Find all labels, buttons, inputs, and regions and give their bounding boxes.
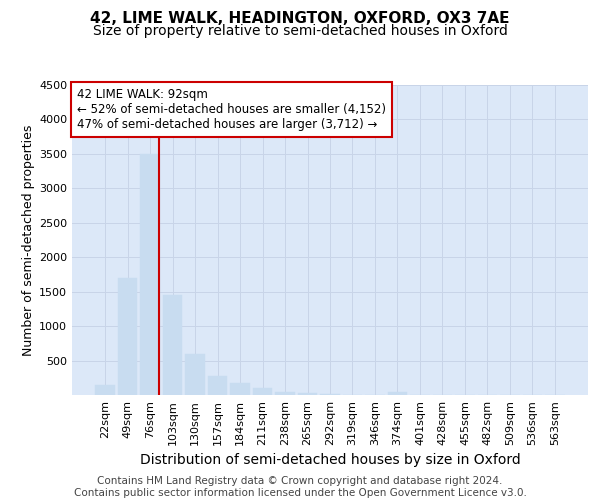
Bar xyxy=(253,388,272,395)
Text: 42 LIME WALK: 92sqm
← 52% of semi-detached houses are smaller (4,152)
47% of sem: 42 LIME WALK: 92sqm ← 52% of semi-detach… xyxy=(77,88,386,131)
Bar xyxy=(230,384,250,395)
Bar xyxy=(298,393,317,395)
Bar xyxy=(118,278,137,395)
Text: Size of property relative to semi-detached houses in Oxford: Size of property relative to semi-detach… xyxy=(92,24,508,38)
Y-axis label: Number of semi-detached properties: Number of semi-detached properties xyxy=(22,124,35,356)
Bar xyxy=(95,384,115,395)
Bar xyxy=(320,394,340,395)
Text: 42, LIME WALK, HEADINGTON, OXFORD, OX3 7AE: 42, LIME WALK, HEADINGTON, OXFORD, OX3 7… xyxy=(90,11,510,26)
Bar xyxy=(140,154,160,395)
Bar xyxy=(388,392,407,395)
Text: Contains HM Land Registry data © Crown copyright and database right 2024.
Contai: Contains HM Land Registry data © Crown c… xyxy=(74,476,526,498)
Bar xyxy=(275,392,295,395)
Bar xyxy=(163,295,182,395)
X-axis label: Distribution of semi-detached houses by size in Oxford: Distribution of semi-detached houses by … xyxy=(140,454,520,468)
Bar xyxy=(185,354,205,395)
Bar xyxy=(208,376,227,395)
